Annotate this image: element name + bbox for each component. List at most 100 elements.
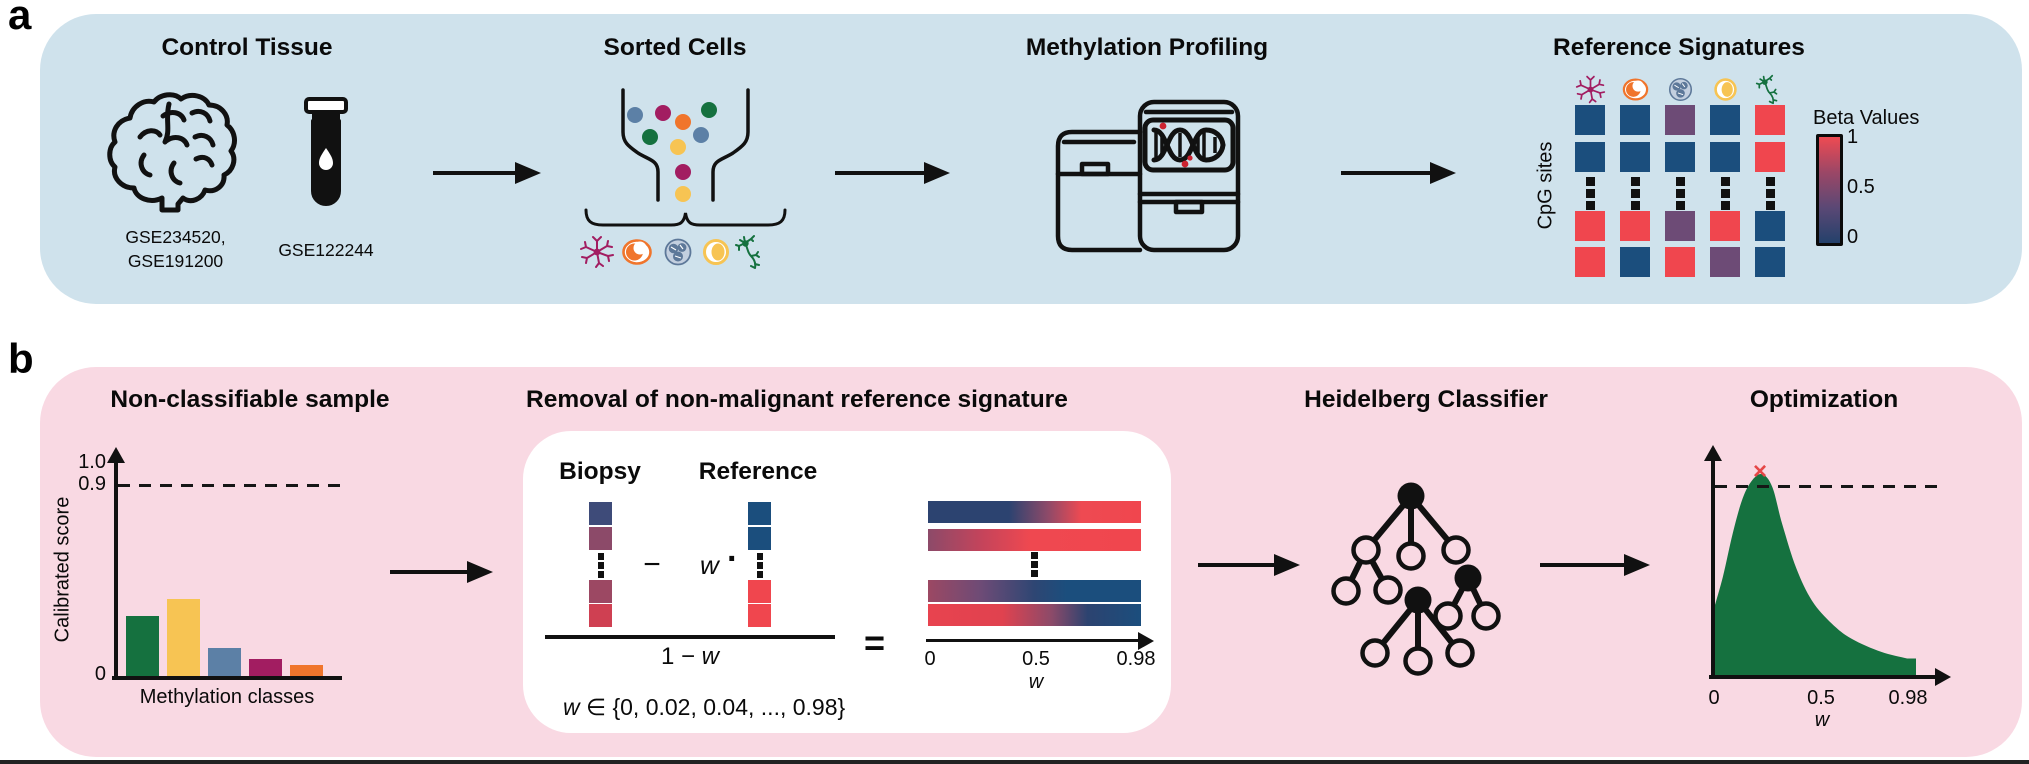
flow-arrow-5 bbox=[1198, 553, 1300, 576]
biopsy-square bbox=[589, 502, 612, 525]
nc-y-axis-label: Calibrated score bbox=[51, 496, 74, 643]
control-tissue-title: Control Tissue bbox=[161, 34, 333, 61]
gradient-bar bbox=[928, 580, 1141, 602]
neuron-icon bbox=[734, 234, 770, 270]
w-axis-label: w bbox=[1028, 671, 1044, 693]
nc-threshold-line bbox=[118, 484, 342, 487]
biopsy-square bbox=[589, 604, 612, 627]
matrix-cell bbox=[1575, 142, 1605, 172]
test-tube-icon bbox=[304, 97, 348, 206]
nc-ytick-0: 0 bbox=[94, 663, 106, 685]
matrix-ellipsis-dot bbox=[1630, 201, 1640, 210]
biopsy-ellipsis-dot bbox=[597, 562, 604, 569]
nc-ytick-10: 1.0 bbox=[78, 451, 106, 473]
brace-icon bbox=[584, 208, 787, 227]
biopsy-square bbox=[589, 580, 612, 603]
matrix-cell bbox=[1620, 142, 1650, 172]
matrix-ellipsis-dot bbox=[1765, 189, 1775, 198]
neuron-icon bbox=[1755, 74, 1786, 105]
colorbar-tick-05: 0.5 bbox=[1847, 176, 1875, 198]
beta-values-colorbar bbox=[1816, 134, 1843, 246]
matrix-ellipsis-dot bbox=[1630, 177, 1640, 186]
nc-x-axis-label: Methylation classes bbox=[139, 686, 315, 708]
matrix-ellipsis-dot bbox=[1585, 177, 1595, 186]
dot-operator: · bbox=[727, 540, 739, 578]
funnel-cells bbox=[627, 102, 717, 202]
reference-square bbox=[748, 580, 771, 603]
matrix-cell bbox=[1665, 105, 1695, 135]
tube-dataset-caption: GSE122244 bbox=[278, 240, 374, 260]
matrix-ellipsis-dot bbox=[1765, 201, 1775, 210]
macrophage-icon bbox=[619, 234, 655, 270]
flow-arrow-2 bbox=[835, 161, 950, 184]
matrix-cell bbox=[1710, 105, 1740, 135]
opt-tick-098: 0.98 bbox=[1888, 687, 1928, 709]
matrix-ellipsis-dot bbox=[1765, 177, 1775, 186]
nc-y-axis-arrowhead bbox=[107, 447, 125, 463]
denominator: 1 − w bbox=[590, 643, 790, 671]
flow-arrow-3 bbox=[1341, 161, 1456, 184]
opt-x-axis-label: w bbox=[1814, 709, 1830, 731]
opt-y-axis bbox=[1711, 458, 1715, 678]
biopsy-square bbox=[589, 527, 612, 550]
w-axis-arrowhead bbox=[1138, 631, 1154, 650]
w-domain-var: w bbox=[563, 694, 580, 720]
nc-bar bbox=[290, 665, 323, 676]
result-ellipsis-dot bbox=[1031, 552, 1038, 559]
funnel-cell-dot bbox=[627, 107, 643, 123]
funnel-cell-dot bbox=[675, 114, 691, 130]
matrix-ellipsis-dot bbox=[1585, 201, 1595, 210]
gradient-bar bbox=[928, 529, 1141, 551]
reference-ellipsis-dot bbox=[756, 571, 763, 578]
w-axis-tick-098: 0.98 bbox=[1116, 648, 1156, 670]
flow-arrow-6 bbox=[1540, 553, 1650, 576]
reference-square bbox=[748, 604, 771, 627]
funnel-icon bbox=[621, 88, 750, 202]
matrix-cell bbox=[1755, 247, 1785, 277]
beta-value-matrix bbox=[1575, 105, 1805, 280]
nc-bar bbox=[249, 659, 282, 676]
sorted-cells-title: Sorted Cells bbox=[603, 34, 747, 61]
nc-x-axis bbox=[112, 676, 342, 680]
reference-signatures-title: Reference Signatures bbox=[1553, 34, 1805, 61]
matrix-cell bbox=[1620, 211, 1650, 241]
opt-x-axis-arrowhead bbox=[1935, 668, 1951, 686]
colorbar-tick-1: 1 bbox=[1847, 126, 1859, 148]
result-ellipsis-dot bbox=[1031, 561, 1038, 568]
random-forest-icon bbox=[1331, 482, 1501, 676]
equals-operator: = bbox=[864, 622, 886, 663]
funnel-cell-dot bbox=[655, 105, 671, 121]
nc-bar bbox=[167, 599, 200, 676]
microglia-icon bbox=[579, 234, 615, 270]
minus-operator: − bbox=[643, 548, 661, 581]
colorbar-title: Beta Values bbox=[1813, 107, 1920, 129]
matrix-ellipsis-dot bbox=[1675, 177, 1685, 186]
panel-b-label: b bbox=[8, 335, 34, 382]
brain-dataset-line2: GSE191200 bbox=[127, 251, 224, 272]
matrix-cell bbox=[1665, 142, 1695, 172]
biopsy-label: Biopsy bbox=[559, 458, 641, 485]
brain-dataset-caption: GSE234520, GSE191200 bbox=[103, 225, 248, 273]
biopsy-ellipsis-dot bbox=[597, 571, 604, 578]
brain-dataset-line1: GSE234520, bbox=[125, 227, 226, 247]
macrophage-icon bbox=[1620, 74, 1651, 105]
matrix-cell bbox=[1620, 247, 1650, 277]
nc-bar bbox=[126, 616, 159, 676]
brain-icon bbox=[107, 92, 237, 213]
funnel-cell-dot bbox=[642, 129, 658, 145]
matrix-cell bbox=[1575, 105, 1605, 135]
matrix-ellipsis-dot bbox=[1720, 189, 1730, 198]
gradient-bar bbox=[928, 604, 1141, 626]
matrix-cell bbox=[1665, 211, 1695, 241]
matrix-ellipsis-dot bbox=[1630, 189, 1640, 198]
opt-y-axis-arrowhead bbox=[1704, 445, 1722, 461]
w-axis-line bbox=[926, 639, 1138, 642]
weight-variable: w bbox=[700, 550, 719, 580]
biopsy-ellipsis-dot bbox=[597, 553, 604, 560]
matrix-cell bbox=[1710, 211, 1740, 241]
leukocyte-icon bbox=[1665, 74, 1696, 105]
flow-arrow-1 bbox=[433, 161, 541, 184]
flow-arrow-4 bbox=[390, 560, 493, 583]
w-axis-tick-05: 0.5 bbox=[1022, 648, 1050, 670]
optimization-title: Optimization bbox=[1749, 386, 1899, 413]
